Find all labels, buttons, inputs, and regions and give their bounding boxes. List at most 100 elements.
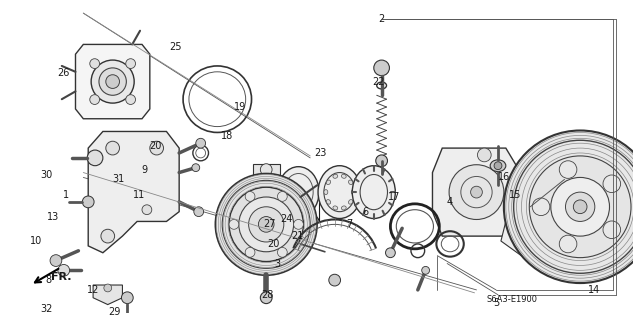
Circle shape bbox=[58, 264, 70, 276]
Circle shape bbox=[87, 150, 103, 166]
Circle shape bbox=[532, 198, 550, 216]
Circle shape bbox=[122, 292, 133, 304]
Polygon shape bbox=[76, 44, 150, 119]
Circle shape bbox=[278, 248, 287, 257]
Circle shape bbox=[329, 274, 340, 286]
Text: 28: 28 bbox=[261, 290, 273, 300]
Bar bbox=[253, 164, 280, 175]
Circle shape bbox=[229, 187, 303, 262]
Circle shape bbox=[248, 207, 284, 242]
Text: 29: 29 bbox=[108, 308, 121, 317]
Text: 20: 20 bbox=[150, 141, 162, 151]
Ellipse shape bbox=[490, 160, 506, 172]
Ellipse shape bbox=[349, 180, 353, 185]
Text: 13: 13 bbox=[47, 211, 59, 222]
Circle shape bbox=[449, 165, 504, 219]
Circle shape bbox=[194, 207, 204, 217]
Ellipse shape bbox=[318, 166, 361, 219]
Ellipse shape bbox=[349, 200, 353, 204]
Text: 19: 19 bbox=[234, 102, 246, 112]
Circle shape bbox=[215, 174, 317, 275]
Circle shape bbox=[101, 229, 115, 243]
Ellipse shape bbox=[341, 206, 346, 210]
Circle shape bbox=[192, 164, 200, 172]
Text: 5: 5 bbox=[493, 298, 499, 308]
Circle shape bbox=[260, 164, 272, 175]
Text: 22: 22 bbox=[372, 77, 385, 86]
Text: 10: 10 bbox=[30, 236, 42, 246]
Ellipse shape bbox=[326, 180, 331, 185]
Circle shape bbox=[551, 177, 609, 236]
Circle shape bbox=[125, 59, 136, 69]
Circle shape bbox=[573, 200, 587, 214]
Circle shape bbox=[376, 155, 387, 167]
Text: 4: 4 bbox=[447, 197, 453, 207]
Text: FR.: FR. bbox=[51, 272, 71, 282]
Polygon shape bbox=[88, 131, 179, 253]
Text: S6A3-E1900: S6A3-E1900 bbox=[486, 295, 537, 304]
Circle shape bbox=[422, 266, 429, 274]
Circle shape bbox=[90, 59, 100, 69]
Text: 30: 30 bbox=[40, 170, 52, 181]
Text: 8: 8 bbox=[45, 275, 51, 285]
Text: 17: 17 bbox=[388, 192, 401, 202]
Text: 6: 6 bbox=[362, 207, 368, 217]
Circle shape bbox=[50, 255, 62, 266]
Circle shape bbox=[245, 191, 255, 201]
Text: 21: 21 bbox=[291, 231, 304, 241]
Ellipse shape bbox=[352, 166, 396, 219]
Circle shape bbox=[477, 148, 491, 162]
Circle shape bbox=[603, 175, 621, 193]
Circle shape bbox=[374, 60, 390, 76]
Text: 3: 3 bbox=[274, 258, 280, 269]
Circle shape bbox=[504, 130, 640, 283]
Circle shape bbox=[603, 221, 621, 239]
Text: 32: 32 bbox=[40, 304, 52, 315]
Circle shape bbox=[150, 141, 163, 155]
Circle shape bbox=[470, 186, 483, 198]
Text: 11: 11 bbox=[133, 190, 145, 200]
Text: 2: 2 bbox=[378, 14, 385, 24]
Circle shape bbox=[259, 217, 274, 232]
Text: 27: 27 bbox=[263, 219, 275, 229]
Text: 23: 23 bbox=[314, 148, 326, 158]
Ellipse shape bbox=[278, 167, 319, 218]
Text: 20: 20 bbox=[267, 239, 279, 249]
Ellipse shape bbox=[333, 174, 338, 178]
Ellipse shape bbox=[351, 190, 355, 195]
Text: 31: 31 bbox=[113, 174, 125, 184]
Text: 25: 25 bbox=[169, 42, 182, 52]
Ellipse shape bbox=[324, 190, 328, 195]
Circle shape bbox=[106, 75, 120, 88]
Text: 15: 15 bbox=[509, 190, 522, 200]
Circle shape bbox=[245, 248, 255, 257]
Text: 7: 7 bbox=[346, 219, 353, 229]
Circle shape bbox=[196, 138, 205, 148]
Circle shape bbox=[559, 161, 577, 178]
Circle shape bbox=[278, 191, 287, 201]
Circle shape bbox=[106, 141, 120, 155]
Text: 12: 12 bbox=[87, 285, 99, 295]
Text: 14: 14 bbox=[588, 285, 600, 295]
Circle shape bbox=[91, 60, 134, 103]
Circle shape bbox=[621, 203, 640, 226]
Text: 18: 18 bbox=[221, 131, 233, 141]
Circle shape bbox=[494, 162, 502, 170]
Circle shape bbox=[385, 248, 396, 258]
Circle shape bbox=[566, 192, 595, 221]
Ellipse shape bbox=[333, 206, 338, 210]
Circle shape bbox=[104, 284, 111, 292]
Text: 24: 24 bbox=[280, 213, 293, 224]
Circle shape bbox=[229, 219, 239, 229]
Circle shape bbox=[99, 68, 126, 95]
Circle shape bbox=[83, 196, 94, 208]
Circle shape bbox=[142, 205, 152, 215]
Ellipse shape bbox=[326, 200, 331, 204]
Circle shape bbox=[125, 95, 136, 104]
Text: 16: 16 bbox=[498, 173, 510, 182]
Ellipse shape bbox=[341, 174, 346, 178]
Text: 26: 26 bbox=[58, 68, 70, 78]
Circle shape bbox=[559, 235, 577, 253]
Circle shape bbox=[294, 219, 303, 229]
Circle shape bbox=[239, 197, 294, 252]
